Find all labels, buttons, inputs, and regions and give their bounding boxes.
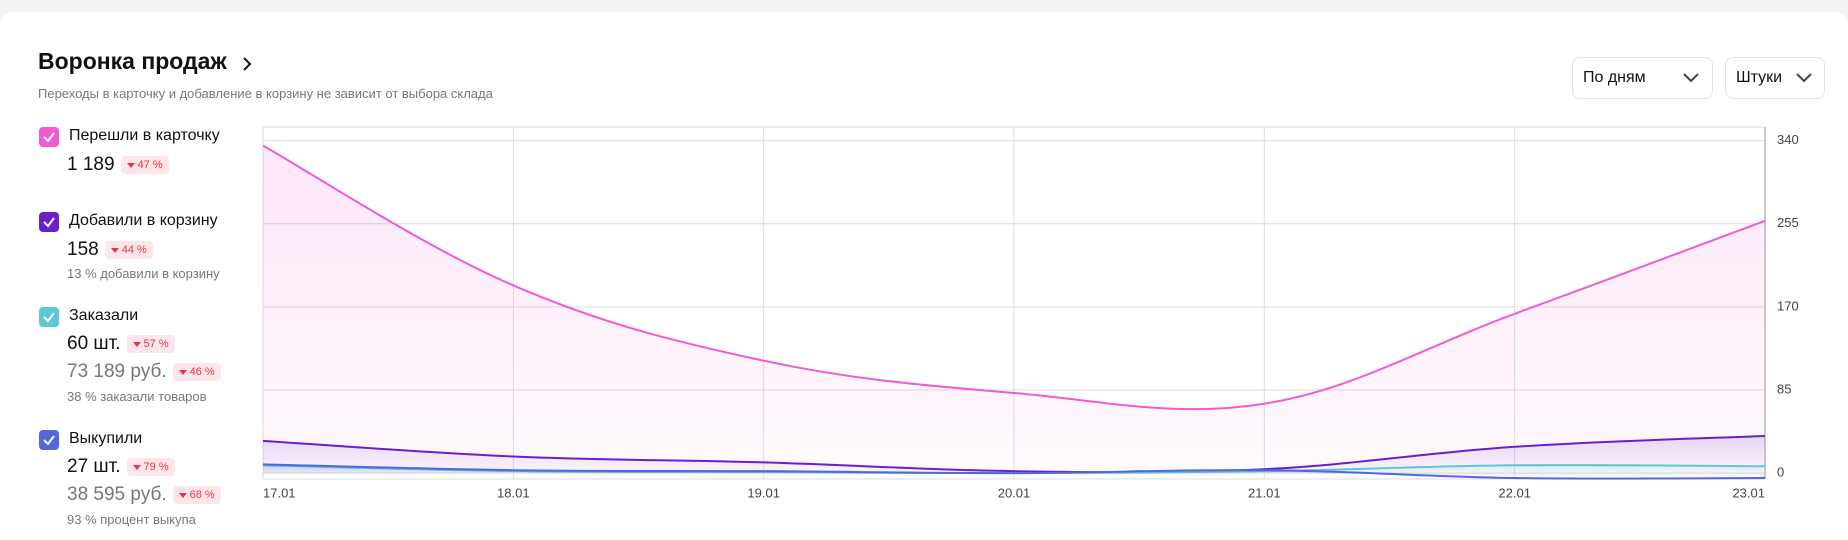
metric-value-rub: 38 595 руб. 68 % (67, 484, 221, 506)
checkbox[interactable] (39, 212, 59, 232)
series-area (263, 435, 1765, 474)
value: 73 189 руб. (67, 361, 167, 382)
title-chevron[interactable] (240, 52, 254, 76)
checkbox[interactable] (39, 430, 59, 450)
unit-dropdown[interactable]: Штуки (1725, 57, 1825, 99)
series-line (262, 434, 1766, 474)
change-badge: 46 % (172, 363, 221, 381)
checkbox[interactable] (39, 127, 59, 147)
legend-label[interactable]: Заказали (69, 307, 139, 324)
x-tick-label: 18.01 (497, 485, 530, 500)
value: 60 шт. (67, 333, 121, 354)
metric-note: 38 % заказали товаров (67, 389, 207, 404)
series-area (263, 145, 1765, 474)
legend-label[interactable]: Выкупили (69, 430, 143, 447)
change-badge: 47 % (120, 156, 169, 174)
change-badge: 57 % (126, 335, 175, 353)
series-line (262, 144, 1766, 411)
value: 1 189 (67, 154, 115, 175)
x-tick-label: 19.01 (747, 485, 780, 500)
y-tick-label: 170 (1777, 298, 1799, 313)
value: 158 (67, 239, 99, 260)
metric-note: 13 % добавили в корзину (67, 266, 220, 281)
metric-value: 1 189 47 % (67, 154, 169, 176)
metric-value: 60 шт. 57 % (67, 333, 175, 355)
y-tick-label: 340 (1777, 132, 1799, 147)
metric-value: 27 шт. 79 % (67, 456, 175, 478)
value: 27 шт. (67, 456, 121, 477)
x-tick-label: 20.01 (998, 485, 1031, 500)
chevron (1683, 73, 1699, 83)
change-badge: 79 % (126, 458, 175, 476)
series-area (263, 465, 1765, 474)
title[interactable]: Воронка продаж (38, 48, 227, 74)
legend-label[interactable]: Добавили в корзину (69, 212, 218, 229)
change-badge: 68 % (172, 486, 221, 504)
x-tick-label: 22.01 (1498, 485, 1531, 500)
chevron (1796, 73, 1812, 83)
legend-label[interactable]: Перешли в карточку (69, 127, 220, 144)
x-tick-label: 17.01 (263, 485, 296, 500)
metric-value: 158 44 % (67, 239, 153, 261)
y-tick-label: 255 (1777, 215, 1799, 230)
metric-note: 93 % процент выкупа (67, 512, 196, 527)
value: 38 595 руб. (67, 484, 167, 505)
metric-value-rub: 73 189 руб. 46 % (67, 361, 221, 383)
period-dropdown[interactable]: По дням (1572, 57, 1713, 99)
y-tick-label: 0 (1777, 465, 1784, 480)
series-line (262, 463, 1766, 480)
period-label: По дням (1583, 69, 1646, 86)
x-tick-label: 21.01 (1248, 485, 1281, 500)
x-tick-label: 23.01 (1732, 485, 1765, 500)
subtitle: Переходы в карточку и добавление в корзи… (38, 86, 493, 101)
change-badge: 44 % (104, 241, 153, 259)
y-tick-label: 85 (1777, 381, 1791, 396)
unit-label: Штуки (1736, 69, 1783, 86)
checkbox[interactable] (39, 307, 59, 327)
